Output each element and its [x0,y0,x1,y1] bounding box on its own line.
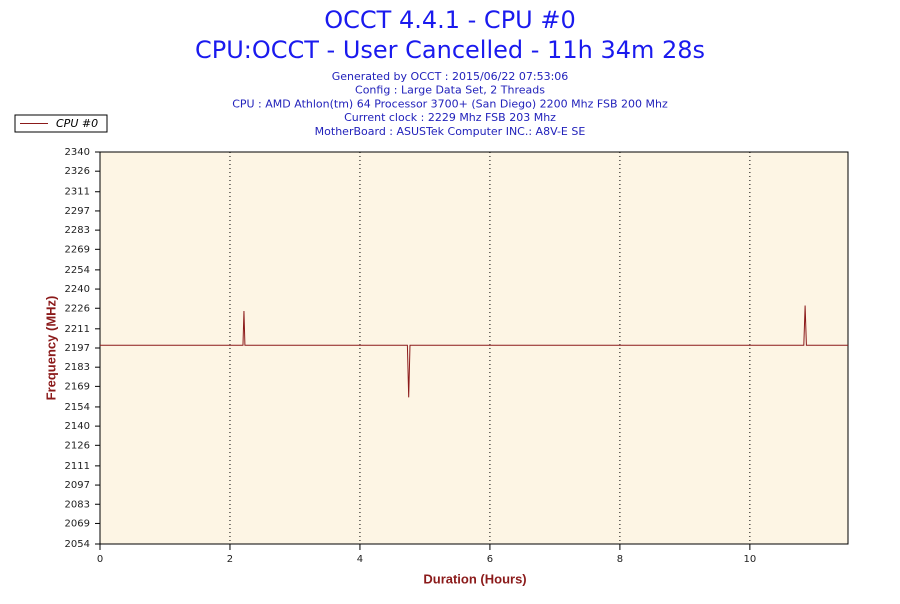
y-tick-label: 2140 [65,421,90,432]
chart-title: OCCT 4.4.1 - CPU #0 [324,6,575,34]
legend-label: CPU #0 [56,117,98,130]
info-line: MotherBoard : ASUSTek Computer INC.: A8V… [315,125,586,138]
series-line [100,305,848,398]
x-tick-label: 6 [487,554,493,565]
x-tick-label: 8 [617,554,623,565]
x-tick-label: 2 [227,554,233,565]
legend-box [14,114,108,133]
y-tick-label: 2183 [65,362,90,373]
y-tick-label: 2111 [65,461,90,472]
y-tick-label: 2226 [65,303,90,314]
y-tick-label: 2083 [65,499,90,510]
y-tick-label: 2269 [65,244,90,255]
x-axis-label: Duration (Hours) [423,571,526,586]
y-axis-label: Frequency (MHz) [43,296,58,401]
y-tick-label: 2197 [65,343,90,354]
y-tick-label: 2169 [65,381,90,392]
y-tick-label: 2254 [65,265,90,276]
chart-subtitle: CPU:OCCT - User Cancelled - 11h 34m 28s [195,36,705,64]
info-line: Config : Large Data Set, 2 Threads [355,84,545,97]
y-tick-label: 2054 [65,539,90,550]
y-tick-label: 2240 [65,284,90,295]
x-tick-label: 10 [744,554,757,565]
y-tick-label: 2211 [65,324,90,335]
x-tick-label: 4 [357,554,363,565]
plot-area [99,151,849,545]
y-tick-label: 2283 [65,225,90,236]
x-tick-label: 0 [97,554,103,565]
y-tick-label: 2126 [65,440,90,451]
y-tick-label: 2326 [65,166,90,177]
info-line: Generated by OCCT : 2015/06/22 07:53:06 [332,70,569,83]
y-tick-label: 2311 [65,187,90,198]
y-tick-label: 2340 [65,147,90,158]
y-tick-label: 2097 [65,480,90,491]
y-tick-label: 2069 [65,518,90,529]
y-tick-label: 2154 [65,402,90,413]
info-line: Current clock : 2229 Mhz FSB 203 Mhz [344,111,556,124]
info-line: CPU : AMD Athlon(tm) 64 Processor 3700+ … [232,97,668,110]
y-tick-label: 2297 [65,206,90,217]
